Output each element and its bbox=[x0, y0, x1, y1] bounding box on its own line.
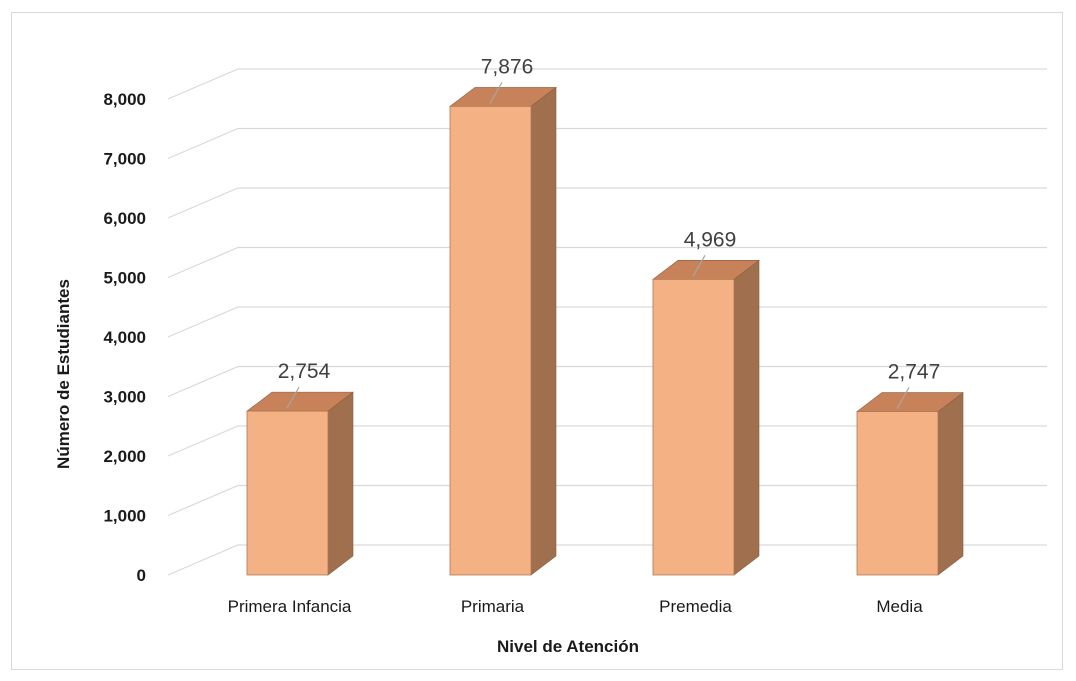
data-label: 2,747 bbox=[888, 361, 941, 384]
y-axis-ticks: 0 1,000 2,000 3,000 4,000 5,000 6,000 7,000 8,00… bbox=[103, 90, 146, 585]
bar-front bbox=[449, 105, 532, 576]
bar bbox=[856, 391, 964, 576]
gridline bbox=[167, 365, 1047, 398]
data-label-leader bbox=[286, 386, 300, 409]
gridline bbox=[167, 306, 1047, 338]
y-tick-label: 6,000 bbox=[103, 209, 146, 228]
x-axis-categories: Primera Infancia Primaria Premedia Media bbox=[228, 597, 924, 616]
bar bbox=[449, 86, 557, 576]
bar bbox=[652, 259, 760, 576]
bar bbox=[246, 391, 354, 576]
y-axis-title: Número de Estudiantes bbox=[54, 279, 73, 469]
y-tick-label: 5,000 bbox=[103, 269, 146, 288]
x-axis-title: Nivel de Atención bbox=[497, 637, 639, 656]
y-tick-label: 1,000 bbox=[103, 507, 146, 526]
gridline bbox=[167, 425, 1047, 457]
y-tick-label: 8,000 bbox=[103, 90, 146, 109]
y-tick-label: 7,000 bbox=[103, 150, 146, 169]
bar-side bbox=[733, 259, 760, 576]
data-label-leader bbox=[896, 387, 910, 409]
bar-front bbox=[856, 411, 939, 576]
y-tick-label: 4,000 bbox=[103, 328, 146, 347]
data-label: 4,969 bbox=[684, 228, 737, 251]
data-label: 2,754 bbox=[278, 360, 331, 383]
gridlines bbox=[167, 68, 1047, 576]
bar-side bbox=[937, 391, 964, 576]
y-tick-label: 0 bbox=[137, 566, 146, 585]
data-label-leader bbox=[692, 255, 706, 277]
bar-side bbox=[530, 86, 557, 576]
gridline bbox=[167, 68, 1047, 100]
data-label-leader bbox=[489, 82, 503, 104]
gridline bbox=[167, 544, 1047, 576]
x-tick-label: Premedia bbox=[659, 597, 732, 616]
gridline bbox=[167, 246, 1047, 279]
bar-front bbox=[246, 410, 329, 576]
x-tick-label: Primaria bbox=[461, 597, 525, 616]
y-tick-label: 2,000 bbox=[103, 447, 146, 466]
data-labels: 2,754 7,876 4,969 2,747 bbox=[278, 55, 941, 409]
gridline bbox=[167, 127, 1047, 160]
y-tick-label: 3,000 bbox=[103, 388, 146, 407]
bar-side bbox=[327, 391, 354, 576]
gridline bbox=[167, 484, 1047, 517]
x-tick-label: Media bbox=[876, 597, 923, 616]
bar-front bbox=[652, 278, 735, 576]
bars bbox=[246, 86, 964, 576]
x-tick-label: Primera Infancia bbox=[228, 597, 352, 616]
data-label: 7,876 bbox=[481, 55, 534, 78]
gridline bbox=[167, 187, 1047, 219]
